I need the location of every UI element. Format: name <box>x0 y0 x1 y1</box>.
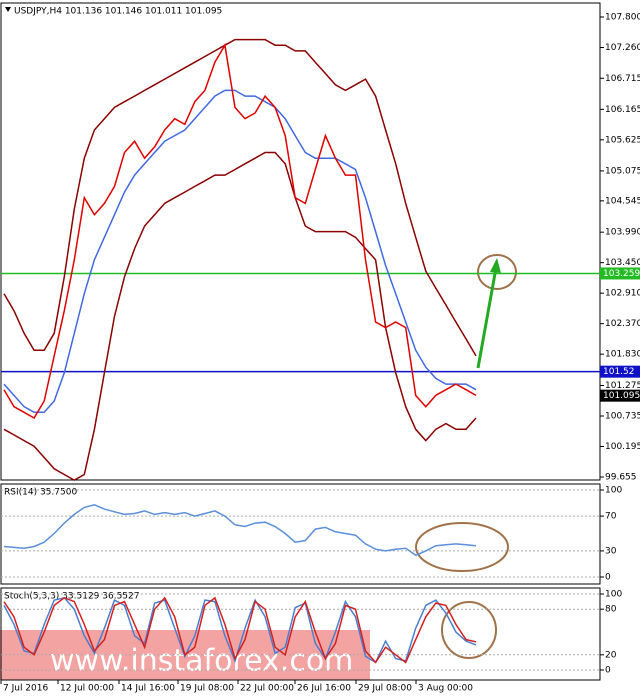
last-price-box <box>600 389 640 402</box>
panel-title: RSI(14) 35.7500 <box>4 488 77 498</box>
y-tick-label: 101.830 <box>605 350 640 360</box>
series-line <box>3 89 477 414</box>
series-line <box>3 596 477 664</box>
series-line <box>3 38 477 357</box>
y-tick-label: 100.195 <box>605 442 640 452</box>
highlight-circle <box>441 601 497 659</box>
y-tick-label: 0 <box>605 573 611 583</box>
highlight-circle <box>415 522 509 572</box>
level-label-box <box>600 267 640 280</box>
forecast-arrow <box>476 267 498 369</box>
y-tick-label: 105.075 <box>605 166 640 176</box>
x-tick-label: 22 Jul 00:00 <box>240 684 294 694</box>
y-tick-label: 103.990 <box>605 228 640 238</box>
y-tick-label: 103.450 <box>605 258 640 268</box>
y-tick-label: 102.370 <box>605 319 640 329</box>
y-tick-label: 99.655 <box>605 473 637 483</box>
y-tick-label: 106.715 <box>605 74 640 84</box>
y-tick-label: 105.625 <box>605 135 640 145</box>
y-tick-label: 107.260 <box>605 43 640 53</box>
y-tick-label: 104.545 <box>605 196 640 206</box>
x-tick-label: 7 Jul 2016 <box>3 684 48 694</box>
level-label: 103.259 <box>603 269 640 279</box>
y-tick-label: 100 <box>605 486 622 496</box>
y-tick-label: 0 <box>605 666 611 676</box>
y-tick-label: 107.800 <box>605 13 640 23</box>
last-price-label: 101.095 <box>603 391 640 401</box>
series-line <box>3 151 477 481</box>
x-tick-label: 29 Jul 08:00 <box>358 684 412 694</box>
level-label-box <box>600 365 640 378</box>
y-tick-label: 102.910 <box>605 289 640 299</box>
y-tick-label: 101.275 <box>605 381 640 391</box>
series-line <box>3 596 477 664</box>
x-tick-label: 3 Aug 00:00 <box>418 684 473 694</box>
panel-title: Stoch(5,3,3) 33.5129 36.5527 <box>4 592 139 602</box>
panel-title: USDJPY,H4 101.136 101.146 101.011 101.09… <box>14 7 222 17</box>
x-tick-label: 19 Jul 08:00 <box>180 684 234 694</box>
price-frame <box>0 2 601 481</box>
level-label: 101.52 <box>603 367 635 377</box>
y-tick-label: 80 <box>605 605 617 615</box>
highlight-circle <box>477 254 517 290</box>
stoch-frame <box>0 587 601 681</box>
y-tick-label: 100 <box>605 590 622 600</box>
y-tick-label: 70 <box>605 512 617 522</box>
y-tick-label: 20 <box>605 650 617 660</box>
watermark: www.instaforex.com <box>50 644 353 679</box>
y-tick-label: 106.165 <box>605 105 640 115</box>
y-tick-label: 100.735 <box>605 412 640 422</box>
x-tick-label: 14 Jul 16:00 <box>121 684 175 694</box>
series-line <box>3 43 477 420</box>
x-tick-label: 12 Jul 00:00 <box>60 684 114 694</box>
x-tick-label: 26 Jul 16:00 <box>297 684 351 694</box>
series-line <box>3 504 477 557</box>
title-arrow <box>5 7 11 12</box>
y-tick-label: 30 <box>605 546 617 556</box>
forecast-arrow-head <box>490 258 501 273</box>
rsi-frame <box>0 483 601 585</box>
